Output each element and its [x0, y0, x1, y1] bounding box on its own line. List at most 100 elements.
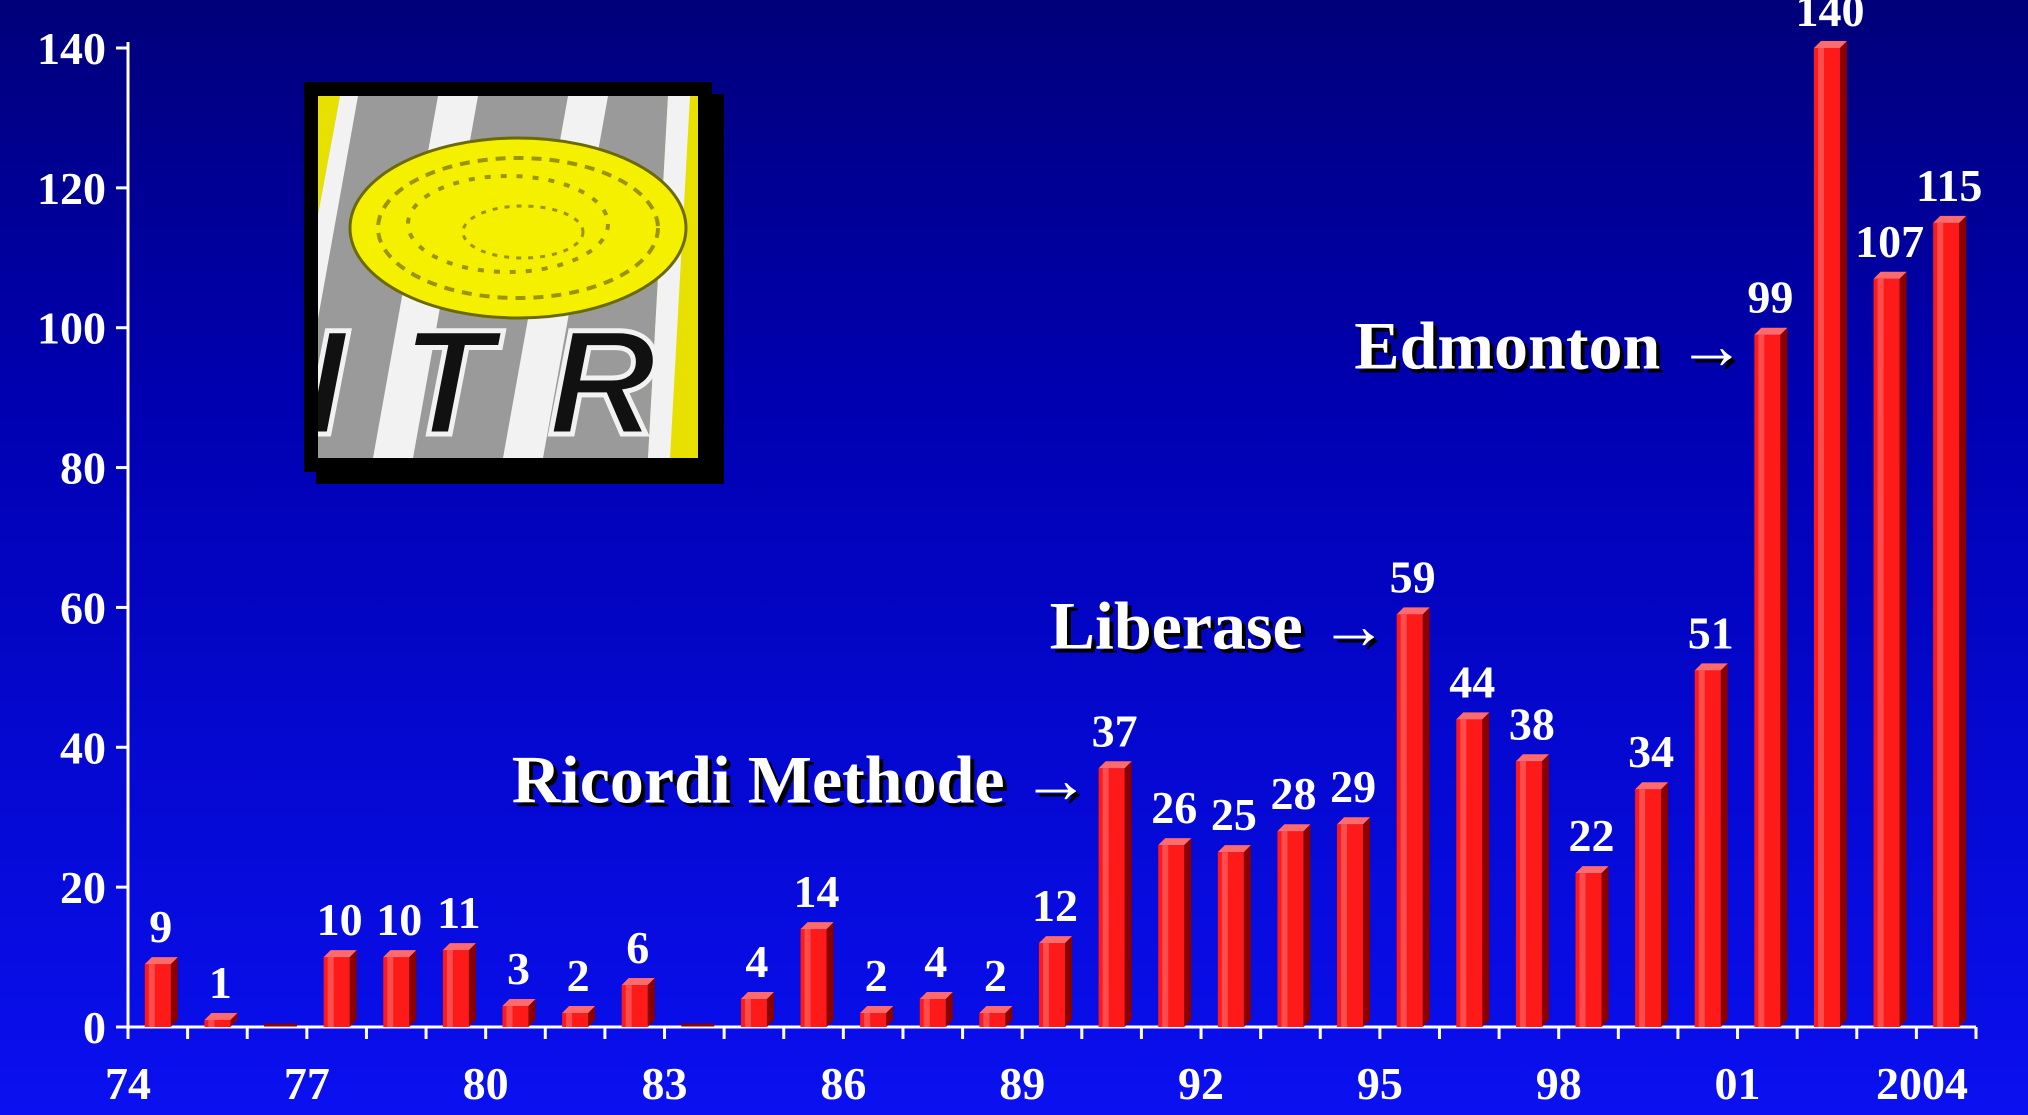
- bar-highlight: [148, 964, 155, 1027]
- data-label: 59: [1390, 551, 1436, 602]
- bar-side: [230, 1013, 238, 1027]
- bar-highlight: [1162, 845, 1169, 1027]
- bar-front: [1515, 761, 1542, 1027]
- bar-highlight: [1341, 824, 1348, 1027]
- x-tick-label: 95: [1357, 1058, 1403, 1109]
- bar-front: [502, 1006, 529, 1027]
- bar-front: [1813, 48, 1840, 1027]
- bar-top: [1277, 824, 1311, 832]
- bar-top: [144, 957, 178, 965]
- y-tick-label: 40: [60, 722, 106, 773]
- bar-front: [740, 999, 767, 1027]
- bar-side: [826, 922, 834, 1027]
- bar-side: [1184, 838, 1192, 1027]
- bar-side: [588, 1006, 596, 1027]
- bar: [1337, 817, 1371, 1027]
- x-tick-label: 89: [999, 1058, 1045, 1109]
- bar-highlight: [506, 1006, 513, 1027]
- bar-highlight: [1579, 873, 1586, 1027]
- annotation-shadow: Ricordi Methode →: [516, 745, 1094, 821]
- bar-top: [1098, 761, 1132, 769]
- bar-side: [468, 943, 476, 1027]
- bar: [1217, 845, 1251, 1027]
- bar-side: [1661, 782, 1669, 1027]
- x-tick-label: 80: [463, 1058, 509, 1109]
- bar-side: [1243, 845, 1251, 1027]
- bar-front: [383, 957, 410, 1027]
- data-label: 6: [626, 922, 649, 973]
- bar-front: [1396, 614, 1423, 1027]
- bar-front: [562, 1013, 589, 1027]
- annotation: Liberase →Liberase →: [1050, 587, 1392, 667]
- bar-front: [1873, 278, 1900, 1027]
- bar-side: [1541, 754, 1549, 1027]
- itr-logo: ITR: [304, 82, 712, 472]
- data-label: 140: [1795, 0, 1864, 36]
- bar-side: [1720, 663, 1728, 1027]
- annotation: Ricordi Methode →Ricordi Methode →: [512, 741, 1094, 821]
- bar-top: [919, 992, 953, 1000]
- bar-highlight: [208, 1020, 215, 1027]
- x-tick-label: 83: [642, 1058, 688, 1109]
- data-label: 2: [865, 950, 888, 1001]
- annotation-text: Ricordi Methode →: [512, 741, 1090, 817]
- bar: [502, 999, 536, 1027]
- y-tick-label: 100: [37, 303, 106, 354]
- bar: [1754, 327, 1788, 1027]
- bar-highlight: [983, 1013, 990, 1027]
- bar-side: [1839, 41, 1847, 1027]
- data-label: 38: [1509, 698, 1555, 749]
- data-label: 28: [1270, 768, 1316, 819]
- data-label: 4: [924, 936, 947, 987]
- y-tick-label: 80: [60, 443, 106, 494]
- bar-side: [1959, 215, 1967, 1028]
- bar-highlight: [446, 950, 453, 1027]
- bar: [1575, 866, 1609, 1027]
- bar-highlight: [804, 929, 811, 1027]
- x-tick-label: 77: [284, 1058, 330, 1109]
- bar-top: [1039, 936, 1072, 944]
- bar: [1635, 782, 1669, 1027]
- annotation-text: Liberase →: [1050, 587, 1388, 663]
- bar: [562, 1006, 596, 1027]
- bar-top: [562, 1006, 596, 1014]
- data-label: 44: [1449, 656, 1495, 707]
- bar-side: [1482, 712, 1490, 1027]
- bar-highlight: [1758, 334, 1765, 1027]
- bar: [1277, 824, 1311, 1027]
- bar-side: [1065, 936, 1072, 1027]
- bar-highlight: [923, 999, 930, 1027]
- annotations: Ricordi Methode →Ricordi Methode → Libera…: [512, 308, 1750, 822]
- bar-side: [349, 950, 357, 1027]
- bar-front: [1098, 768, 1125, 1027]
- bar-top: [1694, 663, 1728, 671]
- bar-front: [204, 1020, 231, 1027]
- logo-text: ITR: [318, 298, 698, 458]
- bar-highlight: [1817, 48, 1824, 1027]
- bar-highlight: [327, 957, 334, 1027]
- bar: [1515, 754, 1549, 1027]
- bar: [1813, 41, 1847, 1027]
- bar-top: [1933, 215, 1967, 223]
- bar-side: [1005, 1006, 1013, 1027]
- bar-highlight: [1102, 768, 1109, 1027]
- bar-top: [502, 999, 536, 1007]
- bar-highlight: [625, 985, 632, 1027]
- bar-front: [919, 999, 946, 1027]
- bar-top: [1515, 754, 1549, 762]
- data-label: 37: [1092, 705, 1138, 756]
- bar-front: [979, 1013, 1006, 1027]
- bar-side: [528, 999, 536, 1027]
- bar-highlight: [1937, 222, 1944, 1028]
- x-tick-label: 01: [1715, 1058, 1761, 1109]
- bar-highlight: [1519, 761, 1526, 1027]
- bar: [860, 1006, 894, 1027]
- bar-top: [1456, 712, 1490, 720]
- bar: [1933, 215, 1967, 1028]
- bar-side: [1363, 817, 1371, 1027]
- annotation-text: Edmonton →: [1354, 308, 1745, 384]
- islet-icon: ITR: [318, 96, 698, 458]
- bar-highlight: [1877, 278, 1884, 1027]
